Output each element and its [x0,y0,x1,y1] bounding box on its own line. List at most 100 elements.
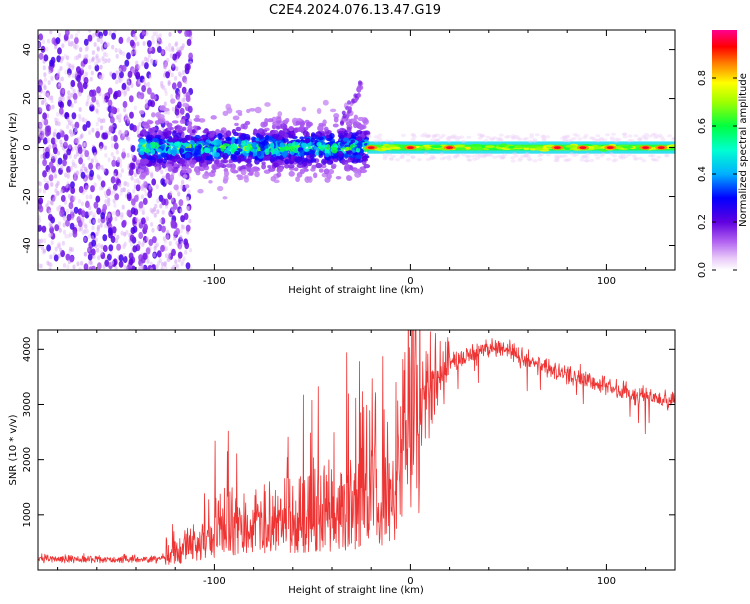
tracking-blob [284,117,290,123]
noise-blob [40,154,44,159]
noise-blob [188,218,192,224]
noise-blob [126,182,130,188]
tracking-blob [296,158,304,165]
y-tick-label: 2000 [22,447,33,472]
noise-blob [135,60,139,66]
noise-blob [112,189,116,195]
stable-tone-fringe [623,155,629,159]
noise-blob [74,145,78,151]
noise-blob [85,200,90,209]
noise-blob [80,171,86,179]
tracking-blob [293,127,299,134]
noise-blob [185,224,191,232]
tracking-blob [346,175,353,181]
stable-tone-fringe [620,156,626,160]
stable-tone-fringe [410,155,416,159]
noise-blob [130,242,134,247]
noise-blob [153,212,157,218]
noise-blob [164,246,169,252]
noise-blob [145,247,151,255]
noise-blob [41,134,45,140]
noise-blob [69,118,73,124]
noise-blob [81,230,85,235]
stable-tone-fringe [618,156,624,160]
noise-blob [38,85,42,93]
noise-blob [135,184,141,192]
stable-tone-fringe [599,154,605,158]
noise-blob [124,129,128,135]
tracking-blob [222,196,228,200]
noise-blob [103,132,109,140]
spectrogram-heatmap [38,30,675,270]
stable-tone-fringe [651,158,657,162]
noise-blob [122,100,128,109]
noise-blob [183,212,189,220]
tracking-blob [318,153,324,158]
noise-blob [167,81,171,86]
noise-blob [118,117,122,123]
tracking-blob [195,156,203,162]
tracking-blob [158,141,163,146]
noise-blob [87,155,91,161]
noise-blob [132,124,138,133]
tracking-blob [301,106,307,112]
stable-tone-fringe [483,139,489,143]
noise-blob [126,38,130,43]
stable-tone-fringe [637,138,643,142]
stable-tone-blob [514,145,522,149]
stable-tone-fringe [405,153,411,157]
tracking-blob [288,125,294,132]
stable-tone-fringe [366,134,372,138]
noise-blob [79,153,83,159]
noise-blob [81,117,85,122]
tracking-blob [316,107,322,115]
noise-blob [135,217,139,223]
noise-blob [146,259,150,264]
y-tick-label: 4000 [22,337,33,362]
noise-blob [48,161,54,169]
stable-tone-fringe [568,138,574,142]
tracking-blob [154,166,160,172]
noise-blob [117,156,121,162]
stable-tone-fringe [523,154,529,158]
noise-blob [69,255,75,263]
noise-blob [68,202,74,210]
noise-blob [176,47,180,52]
peak-blob [657,146,665,150]
noise-blob [156,209,160,215]
noise-blob [103,145,107,151]
stable-tone-fringe [425,134,431,138]
noise-blob [180,98,184,104]
stable-tone-fringe [497,136,502,141]
noise-blob [99,64,103,70]
noise-blob [126,189,130,195]
tracking-blob [344,146,350,151]
noise-blob [118,130,122,136]
noise-blob [76,66,81,74]
tracking-blob [363,130,371,136]
stable-tone-fringe [461,139,467,143]
noise-blob [180,240,184,246]
noise-blob [107,201,111,207]
noise-blob [96,174,100,180]
snr-x-ticks: -100 0 100 [57,330,647,587]
noise-blob [136,41,140,47]
stable-tone-fringe [541,134,547,139]
stable-tone-fringe [477,136,483,140]
noise-blob [76,151,80,157]
noise-blob [41,39,46,45]
noise-blob [50,98,54,104]
tracking-blob [261,161,266,166]
tracking-blob [264,102,271,107]
tracking-blob [264,135,270,140]
stable-tone-fringe [373,139,379,143]
noise-blob [156,36,160,42]
noise-blob [150,59,154,65]
stable-tone-fringe [529,133,535,137]
noise-blob [42,129,46,135]
noise-blob [116,90,122,98]
stable-tone-fringe [652,132,658,136]
noise-blob [111,159,117,167]
stable-tone-fringe [577,137,583,141]
stable-tone-fringe [395,158,400,162]
